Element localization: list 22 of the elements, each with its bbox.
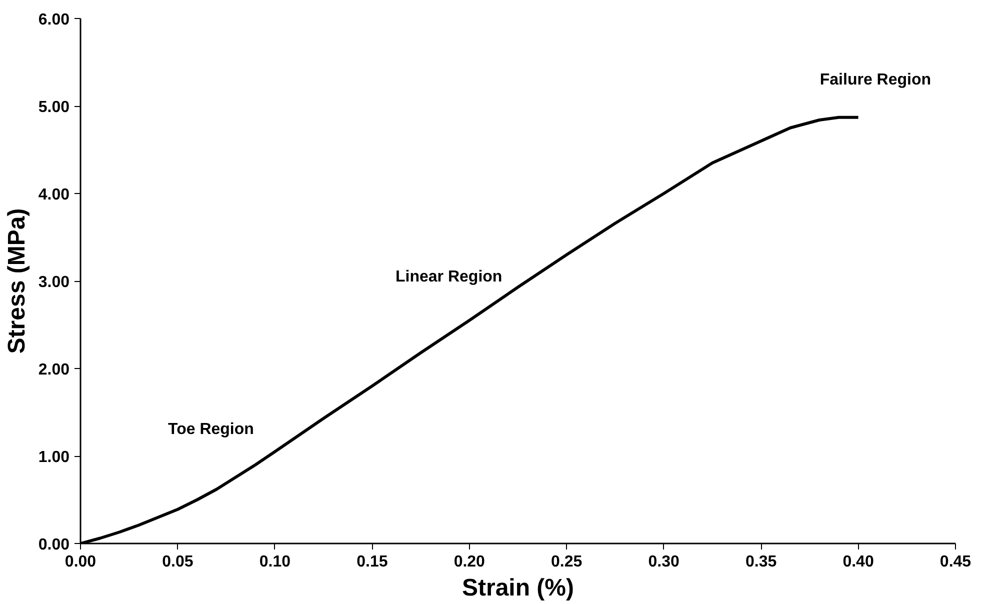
x-tick-label: 0.40 [842,554,874,570]
x-tick-label: 0.30 [648,554,680,570]
x-tick-label: 0.00 [64,554,96,570]
annotation: Failure Region [820,71,931,88]
x-tick-label: 0.20 [454,554,486,570]
x-axis-title: Strain (%) [462,574,574,602]
x-tick-label: 0.35 [745,554,777,570]
y-tick-label: 3.00 [38,274,70,291]
x-tick-label: 0.45 [940,554,972,570]
y-tick-label: 1.00 [38,449,70,466]
y-tick-label: 4.00 [38,186,70,204]
y-tick-label: 5.00 [38,99,70,116]
x-tick-label: 0.15 [356,554,388,570]
annotation: Toe Region [168,421,254,438]
x-tick-label: 0.25 [551,554,582,570]
y-tick-label: 6.00 [38,12,70,28]
x-tick-label: 0.10 [259,554,291,570]
y-tick-label: 2.00 [38,362,70,378]
x-tick-label: 0.05 [162,554,194,570]
annotation: Linear Region [396,268,502,286]
y-tick-label: 0.00 [38,536,70,554]
y-axis-title: Stress (MPa) [3,208,30,354]
